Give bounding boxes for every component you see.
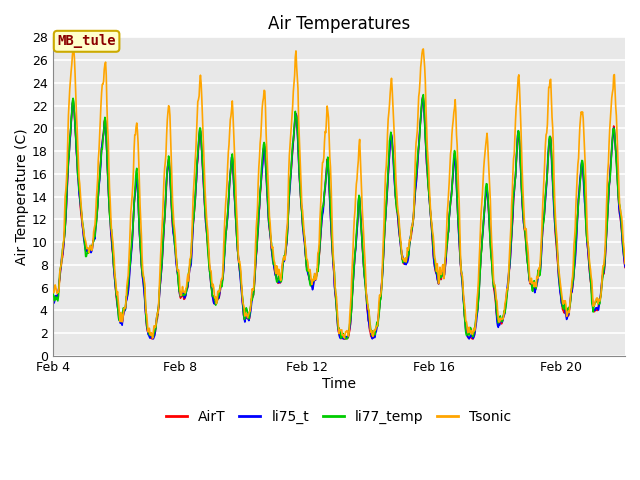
Tsonic — [513, 104, 520, 110]
Line: li77_temp: li77_temp — [52, 95, 625, 339]
li75_t — [287, 166, 295, 172]
AirT — [419, 94, 426, 99]
Y-axis label: Air Temperature (C): Air Temperature (C) — [15, 128, 29, 265]
Tsonic — [49, 288, 56, 294]
li77_temp — [183, 284, 191, 289]
Tsonic — [259, 106, 266, 111]
AirT — [513, 160, 520, 166]
Tsonic — [70, 46, 77, 51]
Tsonic — [289, 103, 296, 109]
Line: li75_t: li75_t — [52, 97, 625, 339]
li77_temp — [49, 289, 56, 295]
li77_temp — [419, 92, 427, 97]
li75_t — [621, 264, 629, 269]
li75_t — [419, 95, 426, 100]
Legend: AirT, li75_t, li77_temp, Tsonic: AirT, li75_t, li77_temp, Tsonic — [161, 404, 517, 430]
Line: AirT: AirT — [52, 96, 625, 339]
li77_temp — [343, 336, 351, 342]
Tsonic — [374, 314, 382, 320]
AirT — [257, 185, 265, 191]
li77_temp — [287, 162, 295, 168]
Tsonic — [69, 46, 77, 52]
AirT — [183, 286, 191, 292]
AirT — [374, 321, 381, 326]
li75_t — [513, 159, 520, 165]
Line: Tsonic: Tsonic — [52, 48, 625, 338]
li77_temp — [257, 182, 265, 188]
li75_t — [49, 291, 56, 297]
Tsonic — [149, 335, 157, 341]
X-axis label: Time: Time — [322, 377, 356, 391]
li77_temp — [621, 256, 629, 262]
li77_temp — [513, 159, 520, 165]
li75_t — [465, 336, 473, 342]
li75_t — [183, 287, 191, 292]
li75_t — [69, 98, 77, 104]
li75_t — [257, 182, 265, 188]
Title: Air Temperatures: Air Temperatures — [268, 15, 410, 33]
Tsonic — [185, 278, 193, 284]
AirT — [621, 264, 629, 270]
AirT — [287, 166, 295, 171]
Text: MB_tule: MB_tule — [58, 34, 116, 48]
AirT — [341, 336, 349, 342]
li77_temp — [374, 324, 381, 329]
AirT — [69, 98, 77, 104]
li75_t — [373, 324, 381, 330]
AirT — [49, 291, 56, 297]
Tsonic — [621, 261, 629, 266]
li77_temp — [69, 96, 77, 101]
